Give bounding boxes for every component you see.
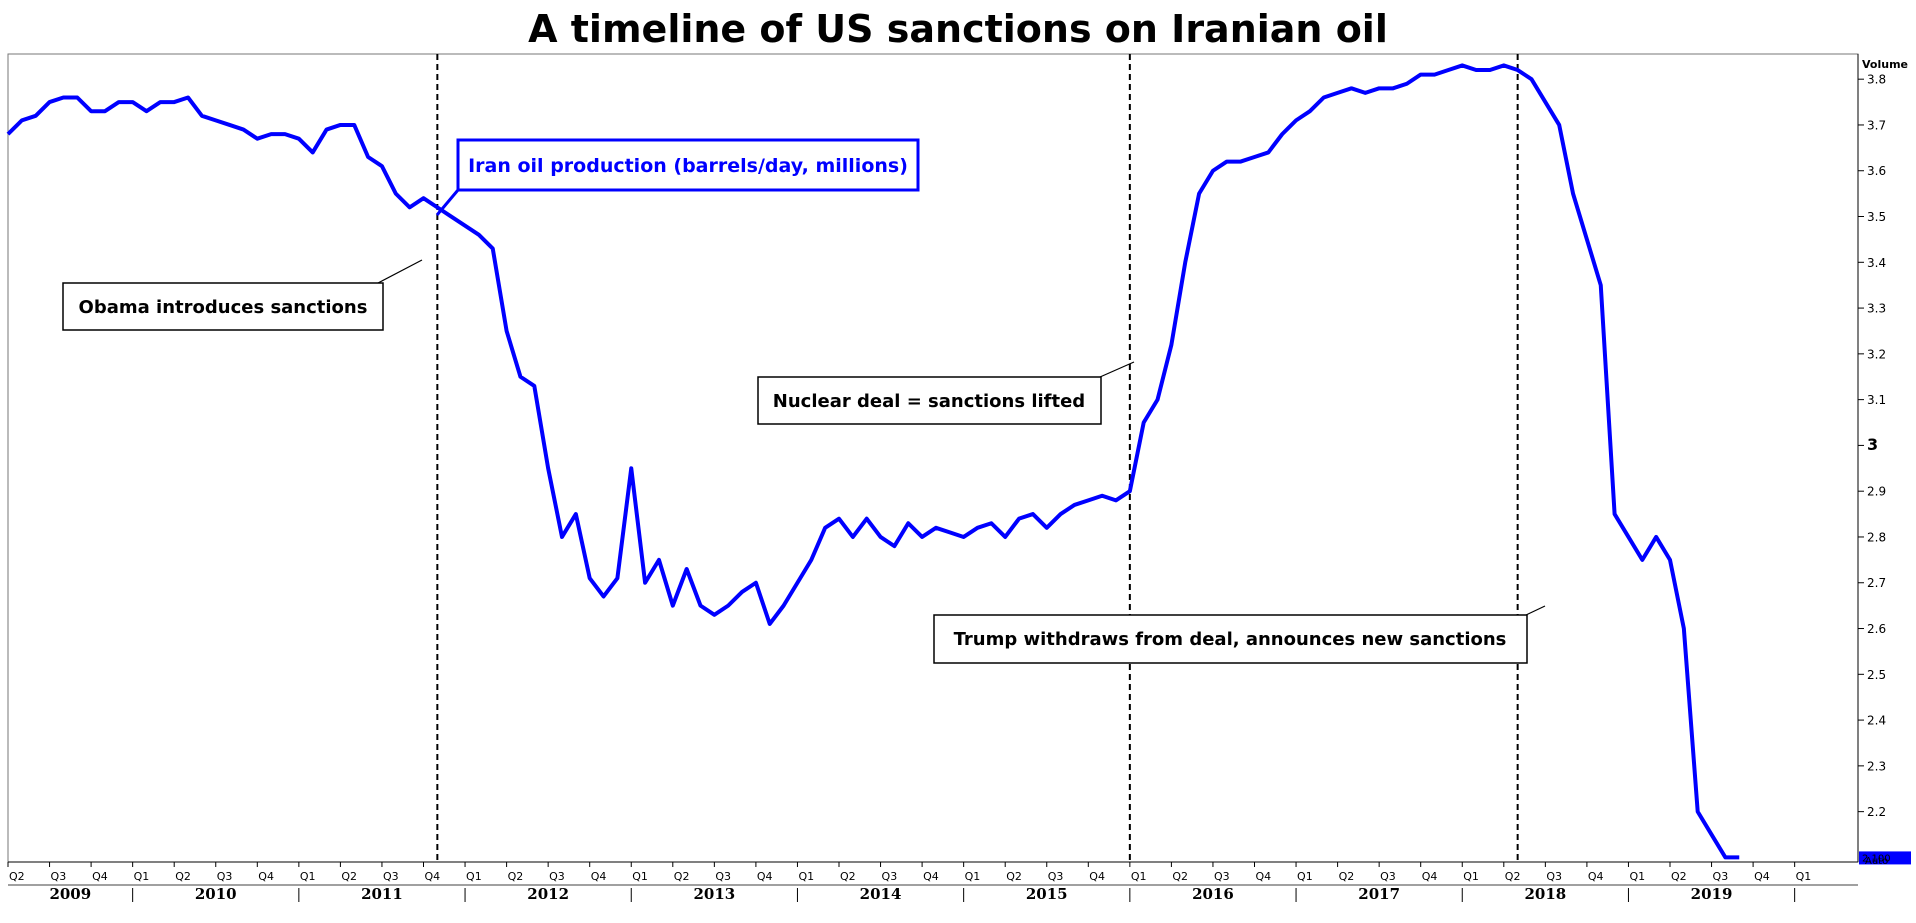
y-tick-label: 3 <box>1867 435 1878 454</box>
x-quarter-label: Q4 <box>1588 870 1604 883</box>
y-tick-label: 2.5 <box>1867 668 1886 682</box>
annotation-obama: Obama introduces sanctions <box>62 259 423 331</box>
x-quarter-label: Q3 <box>549 870 565 883</box>
annotation-trump-text: Trump withdraws from deal, announces new… <box>954 629 1507 650</box>
x-quarter-label: Q4 <box>425 870 441 883</box>
chart-title: A timeline of US sanctions on Iranian oi… <box>528 7 1388 51</box>
x-quarter-label: Q3 <box>1048 870 1064 883</box>
plot-area <box>7 53 1859 863</box>
x-quarter-label: Q1 <box>1463 870 1479 883</box>
x-year-label: 2012 <box>527 885 569 903</box>
x-quarter-label: Q2 <box>674 870 690 883</box>
x-quarter-label: Q2 <box>1671 870 1687 883</box>
last-value-text: 2.100 <box>1862 853 1891 864</box>
x-quarter-label: Q1 <box>1796 870 1812 883</box>
y-ticks: 2.2 2.3 2.4 2.5 2.6 2.7 2.8 2.9 3 3.1 3.2 3.3 3.4 3.5… <box>1858 73 1886 819</box>
series-line-iran-oil <box>6 63 1740 860</box>
y-tick-label: 2.2 <box>1867 805 1886 819</box>
x-quarter-label: Q1 <box>798 870 814 883</box>
x-quarter-label: Q1 <box>300 870 316 883</box>
x-year-label: 2011 <box>361 885 403 903</box>
x-year-label: 2009 <box>49 885 91 903</box>
x-year-label: 2016 <box>1192 885 1234 903</box>
x-quarter-label: Q1 <box>134 870 150 883</box>
x-quarter-label: Q3 <box>217 870 233 883</box>
x-quarter-label: Q2 <box>840 870 856 883</box>
x-quarter-label: Q3 <box>51 870 67 883</box>
x-quarter-label: Q1 <box>466 870 482 883</box>
y-axis-title: Volume <box>1862 58 1908 71</box>
x-quarter-label: Q3 <box>1546 870 1562 883</box>
x-quarter-label: Q1 <box>965 870 981 883</box>
x-quarter-label: Q1 <box>632 870 648 883</box>
y-tick-label: 3.2 <box>1867 347 1886 361</box>
y-tick-label: 2.7 <box>1867 576 1886 590</box>
x-quarter-label: Q4 <box>923 870 939 883</box>
x-quarter-label: Q2 <box>9 870 25 883</box>
x-quarter-label: Q1 <box>1297 870 1313 883</box>
y-tick-label: 2.3 <box>1867 759 1886 773</box>
x-quarter-label: Q3 <box>715 870 731 883</box>
y-tick-label: 3.5 <box>1867 210 1886 224</box>
last-value-badge: 2.100 Auto <box>1859 851 1911 867</box>
x-quarter-label: Q4 <box>757 870 773 883</box>
y-tick-label: 3.6 <box>1867 164 1886 178</box>
x-quarter-label: Q2 <box>175 870 191 883</box>
y-tick-label: 2.9 <box>1867 485 1886 499</box>
y-tick-label: 3.3 <box>1867 302 1886 316</box>
y-tick-label: 2.6 <box>1867 622 1886 636</box>
x-quarter-label: Q1 <box>1131 870 1147 883</box>
y-tick-label: 3.4 <box>1867 256 1886 270</box>
x-year-label: 2017 <box>1358 885 1400 903</box>
x-quarter-label: Q4 <box>1754 870 1770 883</box>
x-quarter-label: Q4 <box>591 870 607 883</box>
x-quarter-label: Q3 <box>383 870 399 883</box>
annotation-trump: Trump withdraws from deal, announces new… <box>933 605 1546 664</box>
x-ticks: Q2 Q3 Q4 Q1 Q2 Q3 Q4 Q1 Q2 Q3 Q4 Q1 Q2 Q3 Q4 Q1 Q2 Q3 Q4 Q1… <box>7 862 1812 903</box>
y-tick-label: 3.1 <box>1867 393 1886 407</box>
y-tick-label: 3.7 <box>1867 118 1886 132</box>
event-lines <box>436 54 1519 862</box>
x-quarter-label: Q4 <box>92 870 108 883</box>
x-quarter-label: Q4 <box>258 870 274 883</box>
x-quarter-label: Q3 <box>1713 870 1729 883</box>
x-quarter-label: Q4 <box>1089 870 1105 883</box>
x-quarter-label: Q4 <box>1256 870 1272 883</box>
x-quarter-label: Q4 <box>1422 870 1438 883</box>
x-quarter-label: Q3 <box>882 870 898 883</box>
x-quarter-label: Q2 <box>508 870 524 883</box>
x-year-label: 2018 <box>1524 885 1566 903</box>
annotation-obama-text: Obama introduces sanctions <box>79 297 368 318</box>
y-tick-label: 2.8 <box>1867 530 1886 544</box>
x-year-label: 2015 <box>1026 885 1068 903</box>
x-quarter-label: Q3 <box>1214 870 1230 883</box>
x-quarter-label: Q2 <box>1339 870 1355 883</box>
x-quarter-label: Q2 <box>1006 870 1022 883</box>
x-quarter-label: Q2 <box>1172 870 1188 883</box>
annotation-nuclear-deal-text: Nuclear deal = sanctions lifted <box>773 391 1085 412</box>
x-year-label: 2014 <box>860 885 902 903</box>
x-year-label: 2013 <box>693 885 735 903</box>
auto-label: Auto <box>1865 856 1888 867</box>
x-year-label: 2019 <box>1691 885 1733 903</box>
y-tick-label: 2.4 <box>1867 714 1886 728</box>
y-tick-label: 3.8 <box>1867 73 1886 87</box>
series-legend-text: Iran oil production (barrels/day, millio… <box>468 155 908 177</box>
series-legend: Iran oil production (barrels/day, millio… <box>435 138 920 216</box>
x-quarter-label: Q2 <box>341 870 357 883</box>
x-year-label: 2010 <box>195 885 237 903</box>
x-quarter-label: Q3 <box>1380 870 1396 883</box>
x-quarter-label: Q2 <box>1505 870 1521 883</box>
annotation-nuclear-deal: Nuclear deal = sanctions lifted <box>757 361 1135 425</box>
x-quarter-label: Q1 <box>1629 870 1645 883</box>
